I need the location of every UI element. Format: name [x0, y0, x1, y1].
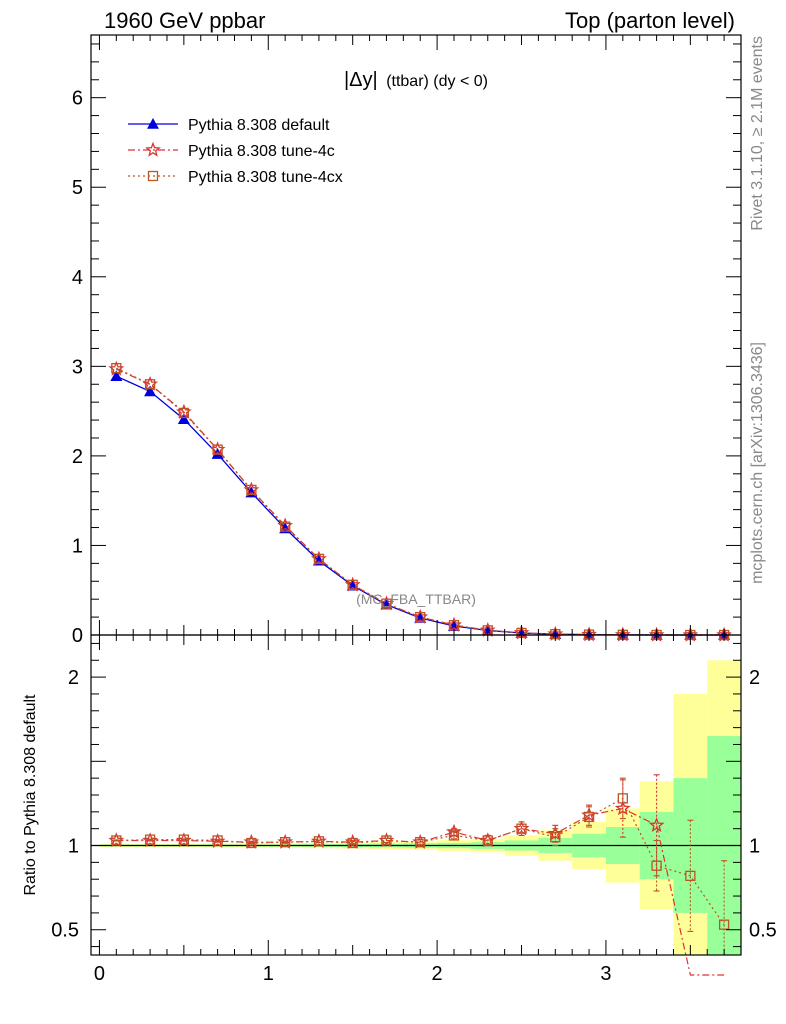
data-point: [110, 370, 123, 381]
ratio-point: [111, 835, 122, 846]
ratio-point: [617, 793, 628, 804]
legend-marker-2: [147, 170, 159, 182]
x-tick-label: 3: [600, 963, 611, 985]
plot-title-main: |Δy|: [344, 69, 378, 91]
legend-label-0: Pythia 8.308 default: [188, 117, 330, 134]
y-tick-label: 3: [72, 356, 83, 378]
ratio-point: [648, 816, 665, 833]
ratio-y-tick-label-left: 2: [68, 667, 79, 689]
ratio-point: [547, 825, 564, 841]
ratio-point: [313, 836, 325, 847]
ratio-y-tick-label-right: 2: [749, 667, 760, 689]
data-point: [280, 521, 291, 532]
data-point: [212, 444, 223, 455]
header-left: 1960 GeV ppbar: [104, 8, 265, 33]
y-tick-label: 2: [72, 446, 83, 468]
ratio-y-tick-label-left: 1: [68, 836, 79, 858]
main-axis-ticks: 0 1 2 3 4 5 6: [72, 35, 742, 647]
y-tick-label: 5: [72, 177, 83, 199]
x-tick-label: 1: [263, 963, 274, 985]
data-point: [144, 385, 157, 397]
legend-label-1: Pythia 8.308 tune-4c: [188, 143, 335, 160]
ratio-y-tick-label-right: 0.5: [749, 920, 777, 942]
ratio-y-tick-label-left: 0.5: [51, 920, 79, 942]
mcplots-label: mcplots.cern.ch [arXiv:1306.3436]: [749, 342, 766, 584]
main-plot-panel: 0 1 2 3 4 5 6 |Δy| (ttbar) (dy < 0) (MC_FBA_TT…: [72, 34, 742, 647]
plot-title-sub: (ttbar) (dy < 0): [386, 73, 488, 90]
y-tick-label: 1: [72, 535, 83, 557]
ratio-point: [178, 834, 190, 845]
ratio-data-layer: [91, 660, 741, 976]
data-point: [246, 484, 257, 496]
header-right: Top (parton level): [565, 8, 735, 33]
main-data-layer: [108, 360, 732, 642]
ratio-plot-panel: 0 1 2 3 0.5 0.5 1 1 2 2 Ratio to Pythia 8.308 def…: [22, 634, 777, 985]
data-point: [415, 611, 426, 623]
legend-label-2: Pythia 8.308 tune-4cx: [188, 169, 343, 186]
ratio-point: [381, 835, 392, 846]
ratio-point: [550, 831, 561, 843]
data-point: [313, 553, 325, 565]
y-tick-label: 6: [72, 88, 83, 110]
ratio-y-axis-label: Ratio to Pythia 8.308 default: [22, 694, 39, 896]
data-point: [111, 362, 122, 374]
ratio-point: [685, 870, 696, 881]
ratio-point: [718, 919, 730, 930]
y-tick-label: 0: [72, 625, 83, 647]
ratio-point: [651, 860, 662, 871]
ratio-point: [144, 834, 156, 845]
ratio-point: [212, 835, 223, 846]
ratio-point: [246, 837, 257, 849]
ratio-point: [516, 823, 527, 834]
data-point: [178, 407, 190, 419]
ratio-point: [446, 823, 462, 839]
ratio-point: [583, 811, 595, 823]
data-point: [177, 413, 190, 424]
ratio-y-tick-label-right: 1: [749, 836, 760, 858]
y-tick-label: 4: [72, 267, 83, 289]
data-point: [381, 598, 392, 609]
ratio-axis-ticks: 0 1 2 3 0.5 0.5 1 1 2 2: [51, 635, 777, 985]
rivet-version-label: Rivet 3.1.10, ≥ 2.1M events: [749, 36, 766, 231]
plot-title: |Δy| (ttbar) (dy < 0): [344, 69, 488, 91]
legend: Pythia 8.308 default Pythia 8.308 tune-4c…: [128, 117, 343, 186]
ratio-point: [415, 837, 426, 848]
legend-marker-0: [147, 118, 159, 129]
ratio-point: [482, 835, 493, 846]
x-tick-label: 2: [432, 963, 443, 985]
ratio-point: [280, 837, 291, 848]
analysis-watermark: (MC_FBA_TTBAR): [356, 591, 476, 607]
legend-marker-1: [145, 141, 161, 157]
x-tick-label: 0: [94, 963, 105, 985]
ratio-point: [448, 830, 460, 841]
data-point: [144, 379, 156, 390]
data-point: [347, 579, 358, 591]
ratio-point: [347, 837, 358, 849]
